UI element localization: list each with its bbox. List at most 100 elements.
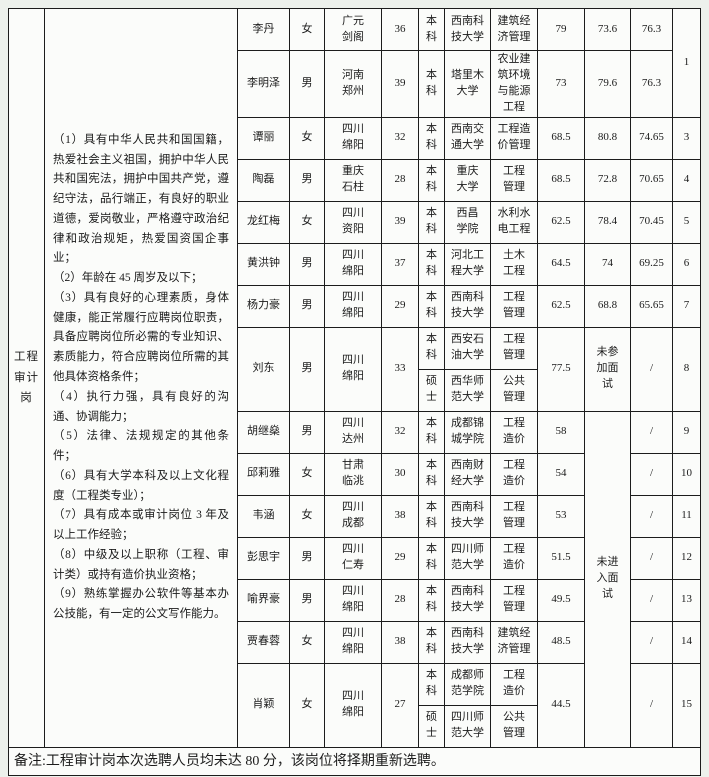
university: 四川师 范大学 — [444, 536, 491, 580]
candidate-name: 黄洪钟 — [237, 242, 290, 286]
written-score: 68.5 — [537, 116, 585, 160]
written-score: 54 — [537, 452, 585, 496]
candidate-age: 37 — [381, 242, 419, 286]
requirement-item: （1）具有中华人民共和国国籍，热爱社会主义祖国，拥护中华人民共和国宪法，拥护中国… — [53, 133, 229, 265]
university: 西南交 通大学 — [444, 116, 491, 160]
rank: 7 — [672, 284, 701, 328]
rank: 1 — [672, 8, 701, 118]
requirement-item: （3）具有良好的心理素质，身体健康，能正常履行应聘岗位职责，具备应聘岗位所必需的… — [53, 291, 229, 383]
candidate-gender: 女 — [289, 452, 325, 496]
rank: 9 — [672, 410, 701, 454]
candidate-name: 李丹 — [237, 8, 290, 51]
major: 工程 管理 — [490, 326, 538, 370]
candidate-hometown: 四川 绵阳 — [324, 326, 382, 412]
candidate-age: 39 — [381, 200, 419, 244]
total-score: / — [630, 662, 673, 748]
total-score: 74.65 — [630, 116, 673, 160]
candidate-name: 肖颖 — [237, 662, 290, 748]
major: 公共 管理 — [490, 368, 538, 412]
candidate-gender: 男 — [289, 158, 325, 202]
major: 工程 管理 — [490, 578, 538, 622]
university: 四川师 范大学 — [444, 704, 491, 748]
candidate-age: 36 — [381, 8, 419, 51]
major: 土木 工程 — [490, 242, 538, 286]
candidate-gender: 男 — [289, 578, 325, 622]
candidate-gender: 女 — [289, 620, 325, 664]
candidate-name: 胡继燊 — [237, 410, 290, 454]
total-score: / — [630, 536, 673, 580]
candidate-age: 32 — [381, 410, 419, 454]
interview-score: 78.4 — [584, 200, 631, 244]
candidate-age: 27 — [381, 662, 419, 748]
remark-note: 备注:工程审计岗本次选聘人员均未达 80 分，该岗位将择期重新选聘。 — [8, 746, 701, 777]
major: 工程 管理 — [490, 284, 538, 328]
education-level: 硕 士 — [418, 704, 445, 748]
interview-score: 68.8 — [584, 284, 631, 328]
candidate-hometown: 四川 达州 — [324, 410, 382, 454]
total-score: / — [630, 620, 673, 664]
education-level: 本 科 — [418, 116, 445, 160]
university: 西南科 技大学 — [444, 620, 491, 664]
selection-results-table: 工程 审计 岗 （1）具有中华人民共和国国籍，热爱社会主义祖国，拥护中华人民共和… — [8, 8, 701, 777]
candidate-age: 28 — [381, 158, 419, 202]
candidate-name: 韦涵 — [237, 494, 290, 538]
candidate-hometown: 甘肃 临洮 — [324, 452, 382, 496]
education-level: 本 科 — [418, 50, 445, 118]
candidate-name: 彭思宇 — [237, 536, 290, 580]
candidate-hometown: 河南 郑州 — [324, 50, 382, 118]
candidate-name: 刘东 — [237, 326, 290, 412]
candidate-hometown: 四川 绵阳 — [324, 116, 382, 160]
education-level: 本 科 — [418, 536, 445, 580]
candidate-age: 39 — [381, 50, 419, 118]
university: 西南财 经大学 — [444, 452, 491, 496]
candidate-name: 龙红梅 — [237, 200, 290, 244]
total-score: 65.65 — [630, 284, 673, 328]
major: 工程 造价 — [490, 452, 538, 496]
education-level: 本 科 — [418, 410, 445, 454]
major: 建筑经 济管理 — [490, 8, 538, 51]
total-score: / — [630, 326, 673, 412]
candidate-gender: 男 — [289, 284, 325, 328]
requirement-item: （7）具有成本或审计岗位 3 年及以上工作经验； — [53, 509, 229, 542]
major: 工程 造价 — [490, 662, 538, 706]
candidate-name: 谭丽 — [237, 116, 290, 160]
written-score: 73 — [537, 50, 585, 118]
major: 水利水 电工程 — [490, 200, 538, 244]
written-score: 58 — [537, 410, 585, 454]
education-level: 本 科 — [418, 242, 445, 286]
education-level: 本 科 — [418, 452, 445, 496]
candidate-name: 喻界豪 — [237, 578, 290, 622]
candidate-hometown: 四川 绵阳 — [324, 242, 382, 286]
candidate-gender: 女 — [289, 662, 325, 748]
candidate-hometown: 重庆 石柱 — [324, 158, 382, 202]
education-level: 本 科 — [418, 284, 445, 328]
major: 工程 造价 — [490, 410, 538, 454]
written-score: 62.5 — [537, 284, 585, 328]
candidate-gender: 男 — [289, 242, 325, 286]
candidate-name: 邱莉雅 — [237, 452, 290, 496]
interview-score: 79.6 — [584, 50, 631, 118]
candidate-age: 38 — [381, 494, 419, 538]
total-score: / — [630, 494, 673, 538]
university: 河北工 程大学 — [444, 242, 491, 286]
rank: 14 — [672, 620, 701, 664]
university: 西昌 学院 — [444, 200, 491, 244]
candidate-hometown: 四川 绵阳 — [324, 578, 382, 622]
candidate-hometown: 广元 剑阁 — [324, 8, 382, 51]
total-score: 76.3 — [630, 50, 673, 118]
rank: 11 — [672, 494, 701, 538]
total-score: 69.25 — [630, 242, 673, 286]
rank: 5 — [672, 200, 701, 244]
written-score: 44.5 — [537, 662, 585, 748]
candidate-hometown: 四川 成都 — [324, 494, 382, 538]
total-score: 70.45 — [630, 200, 673, 244]
major: 公共 管理 — [490, 704, 538, 748]
education-level: 本 科 — [418, 8, 445, 51]
major: 工程 管理 — [490, 158, 538, 202]
candidate-hometown: 四川 仁寿 — [324, 536, 382, 580]
written-score: 64.5 — [537, 242, 585, 286]
candidate-name: 李明泽 — [237, 50, 290, 118]
candidate-age: 28 — [381, 578, 419, 622]
interview-score: 74 — [584, 242, 631, 286]
rank: 13 — [672, 578, 701, 622]
